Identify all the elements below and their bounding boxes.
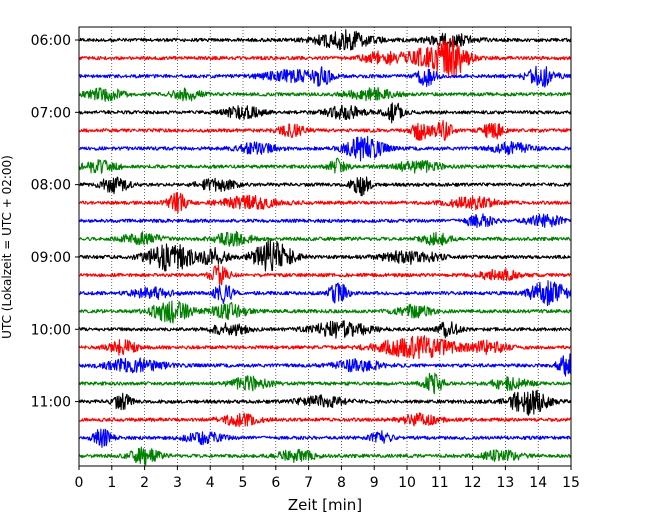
trace-13 [78, 263, 572, 286]
trace-17 [78, 335, 572, 360]
x-axis-ticks: 0 1 2 3 4 5 6 7 8 9 10 11 12 13 14 15 [75, 466, 580, 491]
x-tick-label-0: 0 [75, 475, 84, 491]
trace-16 [78, 320, 572, 339]
x-tick-label-15: 15 [562, 475, 580, 491]
plot-frame [78, 26, 572, 467]
trace-23 [78, 446, 572, 466]
trace-3 [78, 87, 572, 102]
trace-14 [78, 280, 572, 307]
trace-10 [78, 213, 572, 229]
trace-0 [78, 29, 572, 51]
y-tick-label-4: 10:00 [31, 322, 71, 338]
x-tick-label-2: 2 [140, 475, 149, 491]
vertical-grid [111, 27, 539, 466]
trace-20 [78, 389, 572, 416]
trace-12 [78, 239, 572, 272]
trace-19 [78, 372, 572, 395]
trace-2 [78, 65, 572, 88]
x-tick-label-9: 9 [370, 475, 379, 491]
traces [78, 29, 572, 466]
trace-4 [78, 102, 572, 124]
x-tick-label-6: 6 [271, 475, 280, 491]
y-tick-label-3: 09:00 [31, 250, 71, 266]
trace-1 [78, 37, 572, 78]
x-tick-label-11: 11 [431, 475, 449, 491]
trace-9 [78, 191, 572, 214]
y-axis-ticks: 06:00 07:00 08:00 09:00 10:00 11:00 [31, 33, 79, 411]
x-tick-label-10: 10 [398, 475, 416, 491]
x-tick-label-12: 12 [464, 475, 482, 491]
x-tick-label-1: 1 [107, 475, 116, 491]
trace-5 [78, 119, 572, 142]
trace-22 [78, 428, 572, 448]
x-tick-label-13: 13 [496, 475, 514, 491]
y-tick-label-5: 11:00 [31, 395, 71, 411]
x-tick-label-5: 5 [239, 475, 248, 491]
trace-8 [78, 176, 572, 197]
trace-7 [78, 157, 572, 174]
y-axis-label: UTC (Lokalzeit = UTC + 02:00) [0, 155, 14, 339]
trace-21 [78, 412, 572, 428]
x-tick-label-3: 3 [173, 475, 182, 491]
trace-11 [78, 230, 572, 247]
y-tick-label-1: 07:00 [31, 105, 71, 121]
x-tick-label-4: 4 [206, 475, 215, 491]
x-axis-label: Zeit [min] [288, 496, 362, 514]
trace-18 [78, 353, 572, 377]
y-tick-label-0: 06:00 [31, 33, 71, 49]
x-tick-label-7: 7 [304, 475, 313, 491]
y-tick-label-2: 08:00 [31, 178, 71, 194]
trace-15 [78, 300, 572, 324]
x-tick-label-8: 8 [337, 475, 346, 491]
x-tick-label-14: 14 [529, 475, 547, 491]
trace-6 [78, 135, 572, 162]
